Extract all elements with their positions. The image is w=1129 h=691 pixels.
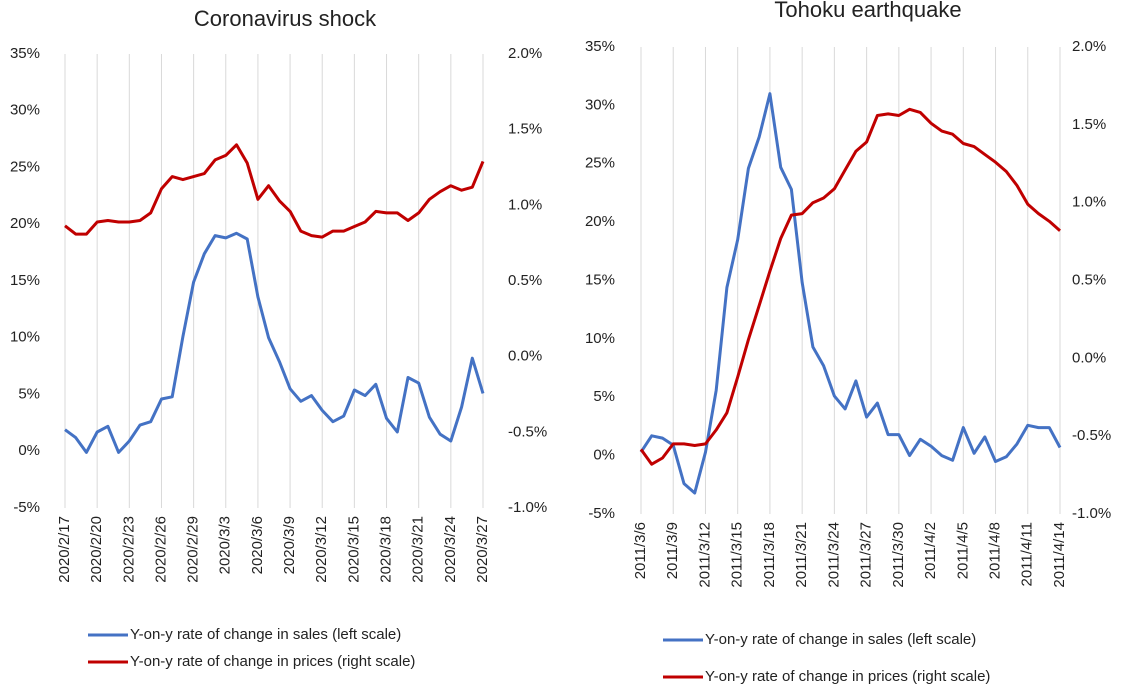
y2-tick-label: 0.5% — [508, 272, 542, 289]
y2-tick-label: 1.0% — [1072, 194, 1106, 211]
legend-label: Y-on-y rate of change in prices (right s… — [130, 653, 415, 670]
y-tick-label: 35% — [585, 38, 615, 55]
chart-title: Tohoku earthquake — [774, 0, 961, 22]
x-tick-label: 2020/3/6 — [249, 516, 266, 574]
x-tick-label: 2011/3/30 — [890, 522, 907, 588]
x-tick-label: 2020/3/15 — [345, 516, 362, 583]
x-tick-label: 2020/3/18 — [378, 516, 395, 583]
x-tick-label: 2011/3/12 — [696, 522, 713, 588]
legend-label: Y-on-y rate of change in prices (right s… — [705, 668, 990, 685]
x-tick-label: 2011/3/18 — [761, 522, 778, 588]
x-tick-label: 2011/3/6 — [632, 522, 649, 579]
y-tick-label: 20% — [10, 215, 40, 232]
x-tick-label: 2020/3/21 — [410, 516, 427, 583]
y-tick-label: -5% — [588, 505, 615, 522]
y2-tick-label: 0.0% — [508, 348, 542, 365]
x-tick-label: 2011/4/2 — [922, 522, 939, 579]
y2-tick-label: 1.5% — [508, 121, 542, 138]
x-tick-label: 2011/3/27 — [858, 522, 875, 588]
series-line — [639, 92, 1062, 495]
y-tick-label: 10% — [585, 330, 615, 347]
y2-tick-label: 2.0% — [508, 45, 542, 62]
legend-label: Y-on-y rate of change in sales (left sca… — [705, 631, 976, 648]
y2-tick-label: 1.5% — [1072, 116, 1106, 133]
series-line — [64, 231, 485, 454]
y-tick-label: 15% — [10, 272, 40, 289]
chart-title: Coronavirus shock — [194, 6, 377, 31]
y-tick-label: 10% — [10, 329, 40, 346]
y-tick-label: 15% — [585, 271, 615, 288]
y2-tick-label: -1.0% — [508, 499, 547, 516]
y-tick-label: 25% — [585, 155, 615, 172]
y2-tick-label: 1.0% — [508, 196, 542, 213]
x-tick-label: 2020/3/3 — [217, 516, 234, 574]
x-tick-label: 2020/3/9 — [281, 516, 298, 574]
x-tick-label: 2011/4/14 — [1051, 522, 1068, 588]
x-tick-label: 2020/3/12 — [313, 516, 330, 583]
y2-tick-label: 0.0% — [1072, 349, 1106, 366]
y-tick-label: 30% — [10, 102, 40, 119]
x-tick-label: 2020/2/29 — [185, 516, 202, 583]
y-tick-label: 35% — [10, 45, 40, 62]
x-tick-label: 2020/3/27 — [474, 516, 491, 583]
y2-tick-label: 0.5% — [1072, 271, 1106, 288]
y-tick-label: 20% — [585, 213, 615, 230]
x-tick-label: 2020/2/23 — [120, 516, 137, 583]
y-tick-label: 0% — [18, 442, 40, 459]
x-tick-label: 2011/4/8 — [987, 522, 1004, 579]
y-tick-label: 25% — [10, 158, 40, 175]
x-tick-label: 2020/3/24 — [442, 516, 459, 583]
y2-tick-label: 2.0% — [1072, 38, 1106, 55]
x-tick-label: 2020/2/17 — [56, 516, 73, 583]
x-tick-label: 2011/4/11 — [1019, 522, 1036, 587]
y2-tick-label: -0.5% — [508, 423, 547, 440]
x-tick-label: 2011/3/15 — [729, 522, 746, 588]
y-tick-label: 30% — [585, 96, 615, 113]
legend-label: Y-on-y rate of change in sales (left sca… — [130, 626, 401, 643]
x-tick-label: 2011/3/9 — [664, 522, 681, 579]
series-line — [64, 143, 485, 239]
x-tick-label: 2011/3/24 — [825, 522, 842, 588]
x-tick-label: 2011/4/5 — [954, 522, 971, 579]
y-tick-label: 5% — [18, 385, 40, 402]
x-tick-label: 2020/2/26 — [152, 516, 169, 583]
series-line — [639, 107, 1061, 466]
y-tick-label: 0% — [593, 447, 615, 464]
y2-tick-label: -1.0% — [1072, 505, 1111, 522]
y-tick-label: 5% — [593, 388, 615, 405]
x-tick-label: 2020/2/20 — [88, 516, 105, 583]
y2-tick-label: -0.5% — [1072, 427, 1111, 444]
y-tick-label: -5% — [13, 499, 40, 516]
x-tick-label: 2011/3/21 — [793, 522, 810, 588]
